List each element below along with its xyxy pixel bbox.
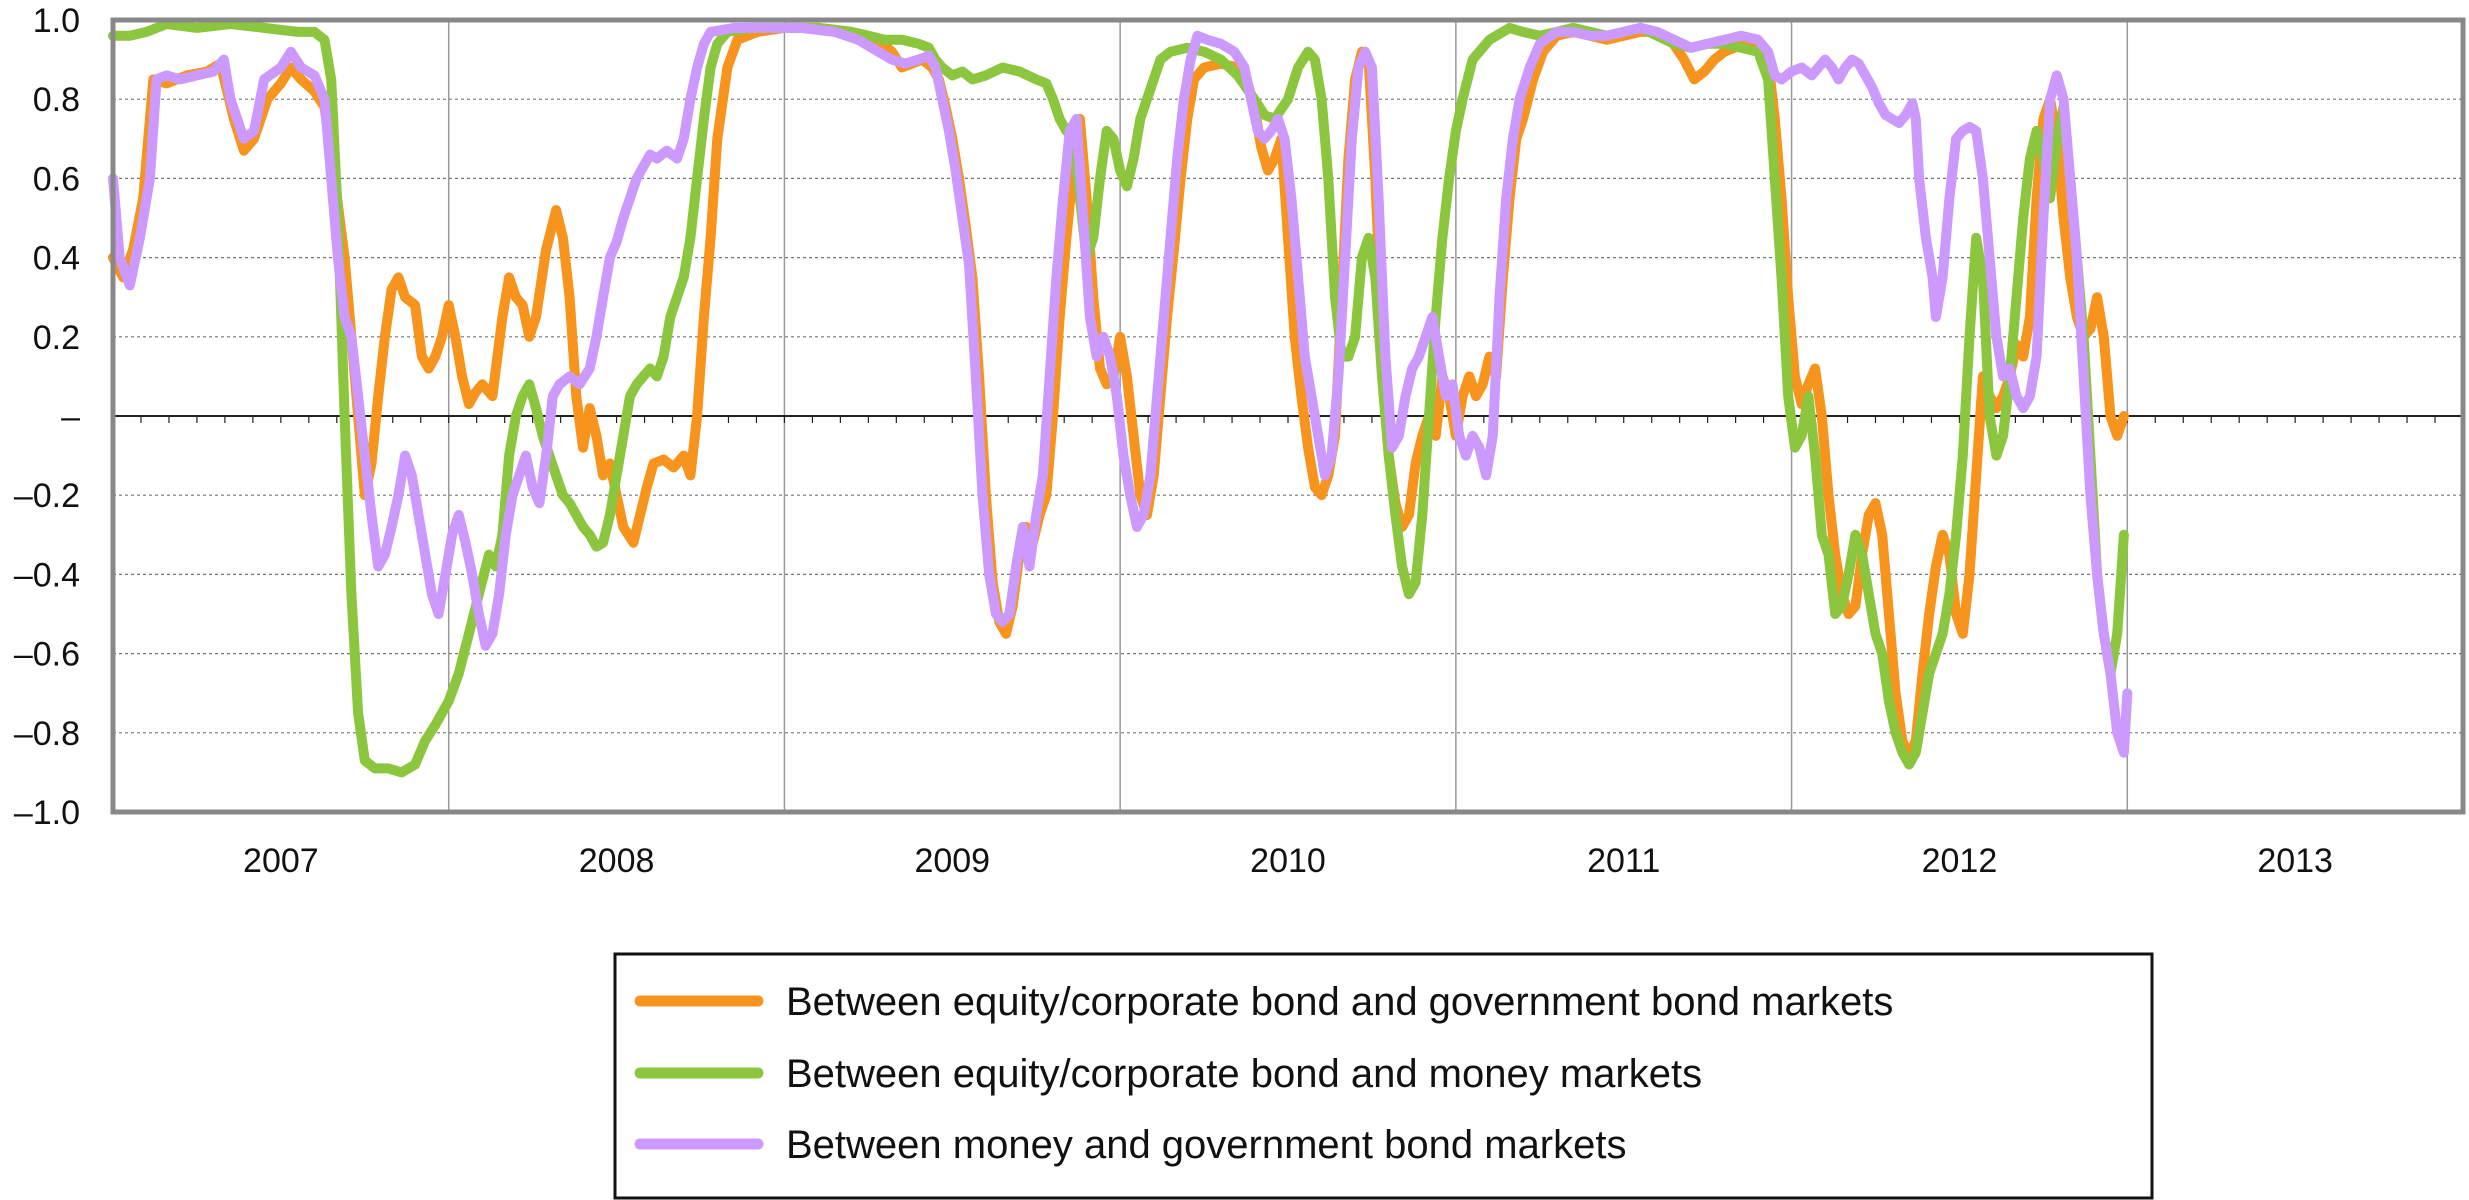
series-line-2 — [108, 22, 2133, 758]
x-tick-label-0: 2007 — [243, 842, 319, 880]
x-tick-label-6: 2013 — [2257, 842, 2333, 880]
x-tick-label-2: 2009 — [914, 842, 990, 880]
y-tick-label-8: –0.6 — [14, 636, 80, 674]
y-tick-label-6: –0.2 — [14, 477, 80, 515]
x-tick-label-5: 2012 — [1922, 842, 1998, 880]
y-tick-label-3: 0.4 — [33, 240, 80, 278]
x-tick-label-1: 2008 — [579, 842, 655, 880]
y-tick-label-10: –1.0 — [14, 794, 80, 832]
y-tick-label-7: –0.4 — [14, 556, 80, 594]
y-tick-label-4: 0.2 — [33, 319, 80, 357]
y-tick-label-2: 0.6 — [33, 160, 80, 198]
x-tick-label-3: 2010 — [1250, 842, 1326, 880]
axes — [112, 415, 2464, 423]
legend-label-1: Between equity/corporate bond and money … — [786, 1052, 1702, 1096]
x-tick-label-4: 2011 — [1587, 842, 1660, 880]
y-tick-label-1: 0.8 — [33, 81, 80, 119]
legend-label-2: Between money and government bond market… — [786, 1123, 1627, 1167]
series-line-0 — [108, 22, 2129, 762]
plot-frame — [110, 17, 2466, 815]
legend-label-0: Between equity/corporate bond and govern… — [786, 980, 1893, 1024]
series-lines — [108, 19, 2133, 778]
legend: Between equity/corporate bond and govern… — [613, 952, 2154, 1200]
y-tick-label-0: 1.0 — [33, 2, 80, 40]
legend-box — [613, 952, 2154, 1200]
y-tick-label-5: – — [61, 398, 80, 436]
y-tick-label-9: –0.8 — [14, 715, 80, 753]
series-line-1 — [108, 19, 2129, 778]
y-tick-labels: 1.0 0.8 0.6 0.4 0.2 – –0.2 –0.4 –0.6 –0.8 –1.0 — [14, 2, 80, 832]
x-tick-labels: 2007 2008 2009 2010 2011 2012 2013 — [243, 842, 2333, 880]
